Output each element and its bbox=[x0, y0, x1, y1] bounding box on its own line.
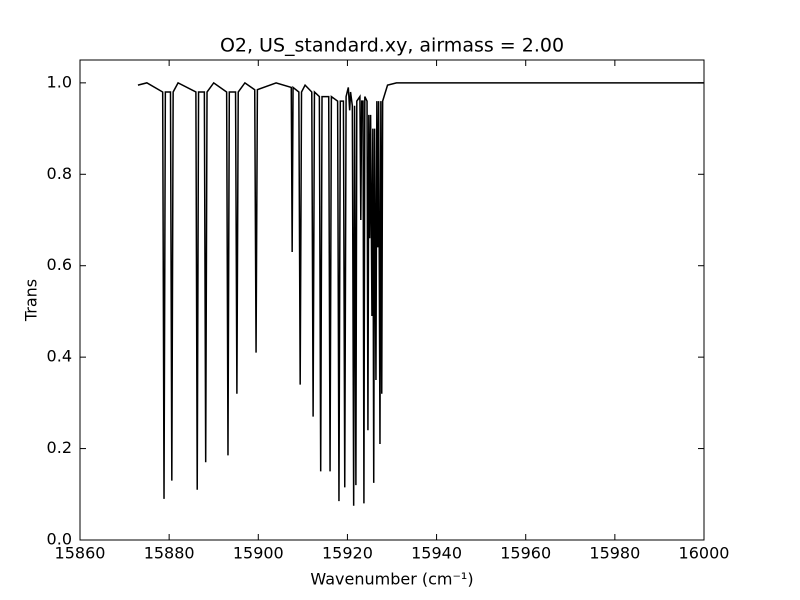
spectrum-line bbox=[137, 81, 704, 506]
x-tick-label: 16000 bbox=[679, 544, 730, 563]
x-tick-label: 15900 bbox=[233, 544, 284, 563]
x-tick-label: 15860 bbox=[55, 544, 106, 563]
x-tick-label: 15880 bbox=[144, 544, 195, 563]
x-tick-label: 15920 bbox=[322, 544, 373, 563]
x-axis-label: Wavenumber (cm⁻¹) bbox=[310, 570, 473, 589]
y-tick-label: 0.6 bbox=[47, 255, 72, 274]
plot-frame bbox=[79, 59, 705, 541]
x-tick-label: 15940 bbox=[411, 544, 462, 563]
y-tick-label: 1.0 bbox=[47, 72, 72, 91]
y-tick-label: 0.4 bbox=[47, 347, 72, 366]
y-tick-label: 0.2 bbox=[47, 438, 72, 457]
chart-title: O2, US_standard.xy, airmass = 2.00 bbox=[220, 35, 564, 57]
y-tick-label: 0.0 bbox=[47, 530, 72, 549]
y-axis-label: Trans bbox=[22, 279, 41, 322]
y-tick-label: 0.8 bbox=[47, 164, 72, 183]
x-tick-label: 15960 bbox=[500, 544, 551, 563]
x-tick-label: 15980 bbox=[589, 544, 640, 563]
